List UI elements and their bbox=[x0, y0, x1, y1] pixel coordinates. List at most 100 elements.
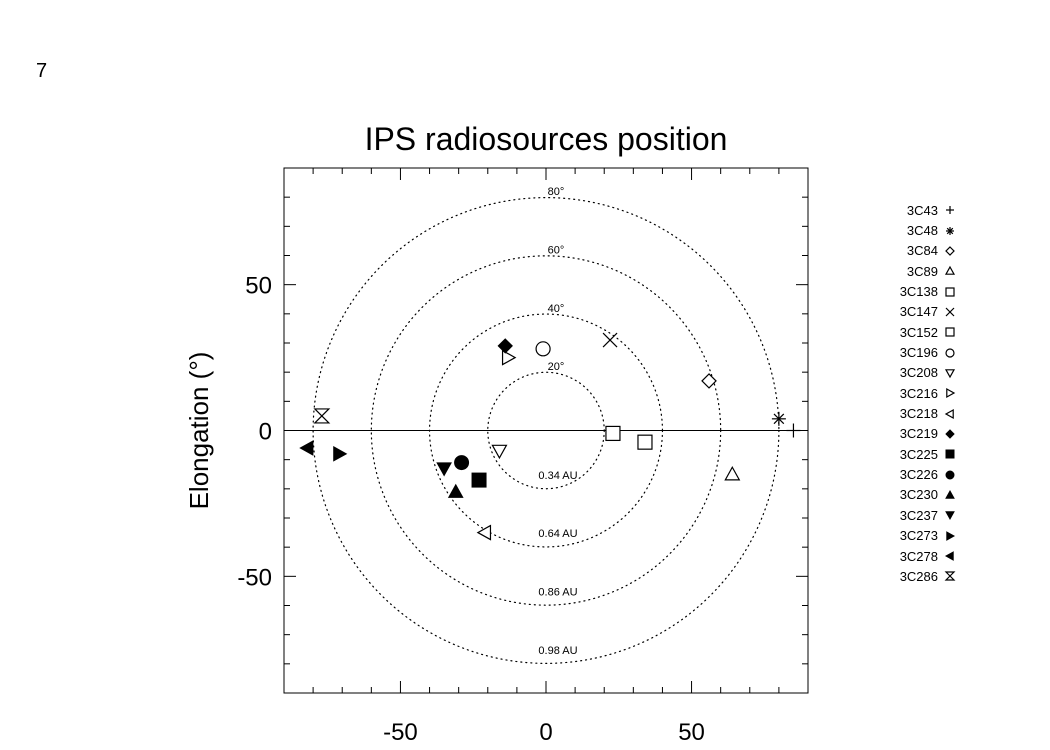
legend-marker bbox=[946, 206, 954, 215]
legend-marker-icon bbox=[945, 286, 955, 297]
circle-au-label: 0.86 AU bbox=[538, 587, 577, 599]
legend-label: 3C286 bbox=[899, 568, 938, 584]
legend-marker-icon bbox=[944, 408, 954, 419]
legend-marker-icon bbox=[944, 571, 956, 581]
data-point-3c43 bbox=[786, 423, 801, 438]
x-tick-label: 50 bbox=[678, 719, 705, 746]
legend-marker-icon bbox=[944, 551, 954, 561]
data-point-3c237 bbox=[436, 462, 452, 477]
elongation-circle bbox=[428, 313, 664, 548]
data-point-3c147 bbox=[602, 332, 618, 348]
legend-marker bbox=[944, 265, 956, 276]
page-number: 7 bbox=[36, 60, 48, 82]
legend-marker bbox=[945, 347, 955, 358]
legend-item: 3C152 bbox=[876, 322, 956, 342]
legend-item: 3C138 bbox=[876, 281, 956, 301]
legend-marker bbox=[946, 388, 956, 399]
legend-item: 3C225 bbox=[876, 444, 956, 464]
legend-marker-icon bbox=[945, 327, 955, 337]
legend-label: 3C219 bbox=[899, 426, 938, 442]
legend-item: 3C237 bbox=[876, 505, 956, 525]
legend-item: 3C84 bbox=[876, 241, 956, 261]
legend-marker-icon bbox=[945, 307, 955, 317]
circle-angle-label: 60° bbox=[548, 245, 565, 257]
legend-marker bbox=[945, 449, 955, 459]
data-point-3c208 bbox=[491, 444, 508, 460]
legend-label: 3C84 bbox=[906, 243, 938, 259]
x-tick-label: 0 bbox=[539, 719, 552, 746]
legend-marker bbox=[945, 429, 955, 439]
data-point-3c286 bbox=[313, 408, 331, 424]
elongation-circle bbox=[370, 255, 722, 606]
legend-label: 3C48 bbox=[906, 223, 938, 239]
y-tick-label: 0 bbox=[259, 419, 272, 446]
legend-label: 3C278 bbox=[899, 548, 938, 564]
y-tick-label: 50 bbox=[245, 273, 272, 300]
data-point-3c273 bbox=[333, 445, 348, 462]
legend-marker-icon bbox=[945, 449, 955, 459]
legend-marker bbox=[945, 307, 955, 317]
legend-marker-icon bbox=[946, 226, 954, 235]
legend-label: 3C218 bbox=[899, 406, 938, 422]
chart-legend: 3C43 3C48 3C84 3C89 3C138 3C147 3C152 3C196 3C20… bbox=[876, 200, 956, 587]
legend-marker-icon bbox=[945, 470, 955, 480]
legend-label: 3C208 bbox=[899, 365, 938, 381]
legend-item: 3C273 bbox=[876, 526, 956, 546]
legend-label: 3C43 bbox=[906, 202, 938, 218]
legend-item: 3C147 bbox=[876, 302, 956, 322]
legend-marker bbox=[944, 571, 956, 581]
circle-au-label: 0.98 AU bbox=[538, 645, 577, 657]
data-point-3c219 bbox=[497, 338, 513, 354]
data-point-3c89 bbox=[724, 466, 741, 481]
legend-item: 3C226 bbox=[876, 464, 956, 484]
legend-item: 3C48 bbox=[876, 220, 956, 240]
circle-angle-label: 40° bbox=[548, 303, 565, 315]
y-tick-label: -50 bbox=[237, 564, 272, 591]
circle-angle-label: 20° bbox=[548, 361, 565, 373]
legend-marker bbox=[945, 511, 955, 521]
legend-marker bbox=[945, 489, 955, 499]
y-axis-label: Elongation (°) bbox=[184, 352, 214, 510]
legend-marker-icon bbox=[945, 429, 955, 439]
data-point-3c218 bbox=[476, 524, 492, 541]
legend-marker-icon bbox=[945, 347, 955, 358]
elongation-circle bbox=[487, 371, 605, 490]
data-point-3c230 bbox=[447, 483, 464, 498]
legend-marker-icon bbox=[945, 511, 955, 521]
legend-marker-icon bbox=[945, 246, 955, 256]
legend-marker bbox=[945, 470, 955, 480]
legend-item: 3C216 bbox=[876, 383, 956, 403]
legend-marker-icon bbox=[946, 530, 956, 541]
legend-marker bbox=[945, 246, 955, 256]
legend-label: 3C216 bbox=[899, 385, 938, 401]
legend-item: 3C43 bbox=[876, 200, 956, 220]
legend-marker-icon bbox=[946, 388, 956, 399]
elongation-circle bbox=[312, 197, 780, 664]
data-point-3c196 bbox=[535, 341, 551, 357]
data-point-3c225 bbox=[471, 472, 487, 488]
data-point-3c84 bbox=[701, 373, 717, 389]
data-point-3c216 bbox=[501, 349, 517, 366]
legend-item: 3C286 bbox=[876, 566, 956, 586]
legend-marker-icon bbox=[946, 206, 954, 215]
circle-au-label: 0.64 AU bbox=[538, 528, 577, 540]
data-point-3c152 bbox=[637, 434, 653, 450]
legend-label: 3C225 bbox=[899, 446, 938, 462]
legend-item: 3C219 bbox=[876, 424, 956, 444]
x-tick-label: -50 bbox=[383, 719, 418, 746]
legend-marker-icon bbox=[944, 265, 956, 276]
legend-label: 3C138 bbox=[899, 284, 938, 300]
legend-item: 3C218 bbox=[876, 403, 956, 423]
legend-label: 3C273 bbox=[899, 528, 938, 544]
legend-label: 3C237 bbox=[899, 507, 938, 523]
legend-marker bbox=[944, 551, 954, 561]
legend-item: 3C278 bbox=[876, 546, 956, 566]
legend-label: 3C196 bbox=[899, 345, 938, 361]
legend-marker bbox=[946, 226, 954, 235]
legend-marker-icon bbox=[944, 369, 956, 379]
data-point-3c138 bbox=[605, 425, 621, 442]
data-point-3c48 bbox=[771, 411, 786, 426]
legend-marker bbox=[944, 369, 956, 379]
legend-marker bbox=[946, 530, 956, 541]
